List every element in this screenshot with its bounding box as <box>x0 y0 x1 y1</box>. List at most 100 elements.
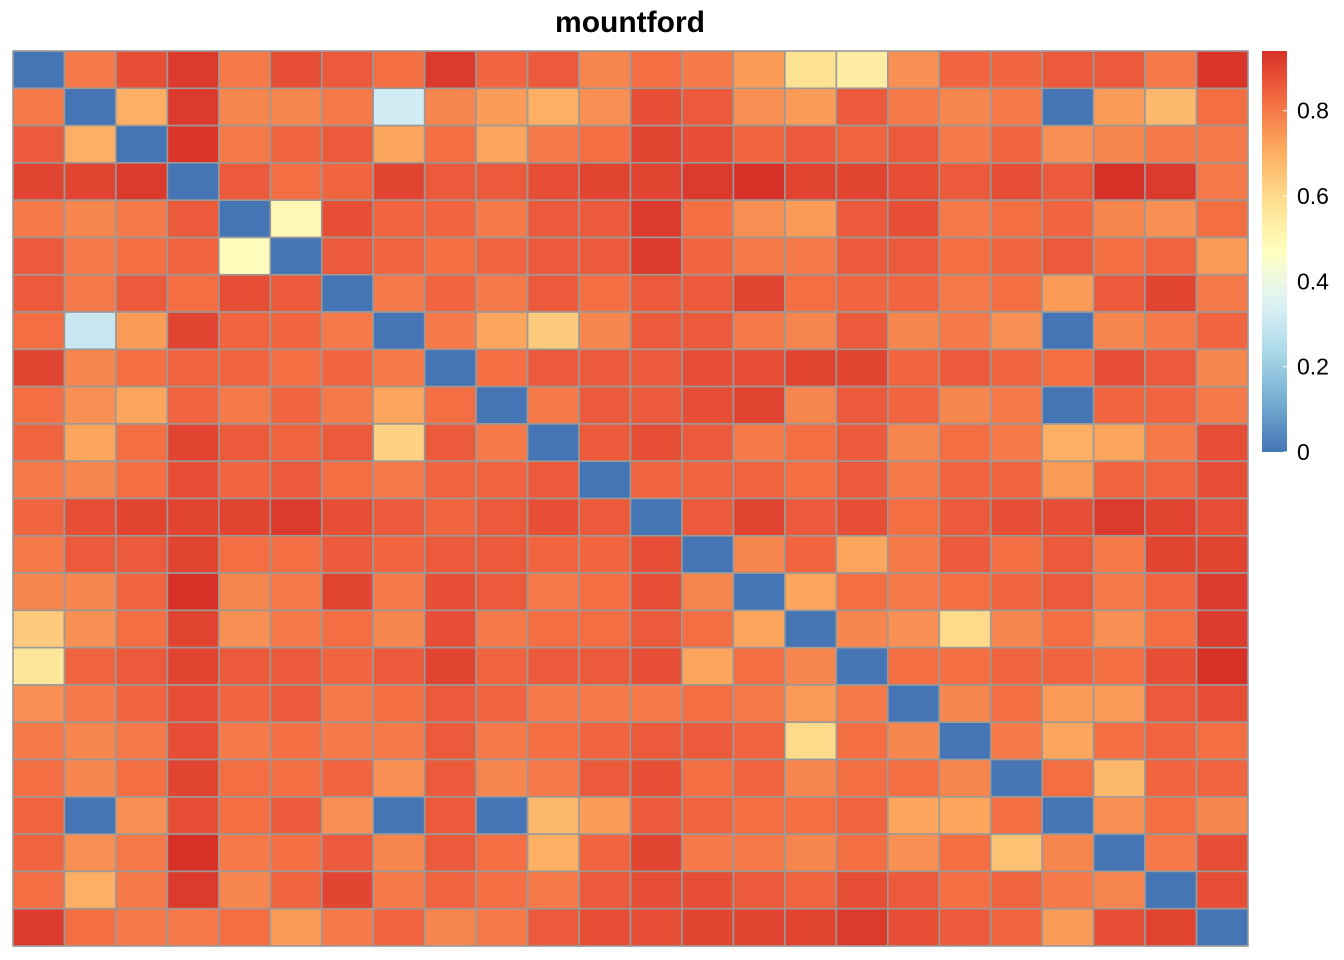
heatmap-cell <box>629 385 683 425</box>
heatmap-cell <box>1144 721 1198 761</box>
heatmap-cell <box>886 534 941 574</box>
heatmap-cell <box>166 870 220 910</box>
heatmap-cell <box>372 572 426 612</box>
heatmap-cell <box>320 534 375 574</box>
heatmap-cell <box>218 870 272 910</box>
heatmap-cell <box>629 162 683 201</box>
heatmap-cell <box>886 162 941 201</box>
heatmap-cell <box>63 833 117 873</box>
heatmap-cell <box>166 907 220 947</box>
heatmap-cell <box>166 646 220 686</box>
heatmap-cell <box>1041 758 1095 798</box>
heatmap-cell <box>629 50 683 90</box>
heatmap-cell <box>1041 609 1095 649</box>
heatmap-cell <box>12 162 66 201</box>
heatmap-cell <box>166 572 220 612</box>
heatmap-cell <box>166 385 220 425</box>
heatmap-cell <box>578 124 632 164</box>
heatmap-cell <box>835 833 889 873</box>
heatmap-cell <box>372 199 426 239</box>
heatmap-cell <box>166 497 220 537</box>
heatmap-cell <box>115 348 169 388</box>
heatmap-cell <box>1092 124 1146 164</box>
heatmap-cell <box>1144 87 1198 127</box>
heatmap-cell <box>1195 87 1249 127</box>
heatmap-cell <box>63 796 117 835</box>
heatmap-cell <box>732 87 786 127</box>
heatmap-cell <box>989 758 1043 798</box>
heatmap-cell <box>835 572 889 612</box>
heatmap-cell <box>526 870 580 910</box>
heatmap-cell <box>989 423 1043 463</box>
heatmap-cell <box>166 273 220 313</box>
heatmap-cell <box>1092 236 1146 276</box>
heatmap-cell <box>423 833 477 873</box>
heatmap-cell <box>1041 311 1095 351</box>
heatmap-cell <box>218 833 272 873</box>
heatmap-cell <box>475 721 529 761</box>
heatmap-cell <box>372 423 426 463</box>
heatmap-cell <box>423 199 477 239</box>
heatmap-cell <box>886 572 941 612</box>
heatmap-cell <box>115 497 169 537</box>
heatmap-cell <box>989 870 1043 910</box>
heatmap-cell <box>681 833 735 873</box>
heatmap-cell <box>1144 162 1198 201</box>
heatmap-cell <box>835 534 889 574</box>
heatmap-cell <box>886 199 941 239</box>
heatmap-cell <box>886 721 941 761</box>
heatmap-cell <box>681 385 735 425</box>
heatmap-cell <box>372 646 426 686</box>
heatmap-cell <box>732 796 786 835</box>
heatmap-cell <box>526 646 580 686</box>
heatmap-cell <box>320 721 375 761</box>
heatmap-cell <box>218 199 272 239</box>
heatmap-cell <box>12 572 66 612</box>
heatmap-cell <box>423 796 477 835</box>
heatmap-cell <box>681 273 735 313</box>
heatmap-cell <box>784 758 838 798</box>
heatmap-cell <box>681 721 735 761</box>
heatmap-cell <box>835 870 889 910</box>
heatmap-cell <box>578 907 632 947</box>
heatmap-cell <box>166 87 220 127</box>
heatmap-cell <box>1041 684 1095 724</box>
heatmap-cell <box>681 162 735 201</box>
heatmap-cell <box>1144 646 1198 686</box>
heatmap-cell <box>732 423 786 463</box>
heatmap-cell <box>372 348 426 388</box>
heatmap-cell <box>423 572 477 612</box>
heatmap-cell <box>475 758 529 798</box>
heatmap-cell <box>63 50 117 90</box>
heatmap-cell <box>218 385 272 425</box>
heatmap-cell <box>629 758 683 798</box>
heatmap-cell <box>886 646 941 686</box>
heatmap-cell <box>63 534 117 574</box>
heatmap-cell <box>784 87 838 127</box>
heatmap-cell <box>784 423 838 463</box>
heatmap-cell <box>269 721 323 761</box>
heatmap-cell <box>269 684 323 724</box>
heatmap-cell <box>269 796 323 835</box>
heatmap-cell <box>732 348 786 388</box>
heatmap-cell <box>1041 497 1095 537</box>
heatmap-cell <box>166 833 220 873</box>
heatmap-cell <box>1092 497 1146 537</box>
heatmap-cell <box>218 162 272 201</box>
heatmap-cell <box>12 273 66 313</box>
heatmap-cell <box>578 497 632 537</box>
heatmap-cell <box>115 907 169 947</box>
heatmap-cell <box>269 460 323 500</box>
heatmap-cell <box>423 684 477 724</box>
heatmap-cell <box>269 833 323 873</box>
heatmap-cell <box>578 870 632 910</box>
heatmap-cell <box>320 758 375 798</box>
heatmap-cell <box>989 162 1043 201</box>
heatmap-cell <box>835 311 889 351</box>
heatmap-cell <box>681 870 735 910</box>
heatmap-cell <box>681 646 735 686</box>
heatmap-cell <box>63 273 117 313</box>
heatmap-cell <box>166 348 220 388</box>
heatmap-cell <box>1144 497 1198 537</box>
heatmap-cell <box>115 87 169 127</box>
